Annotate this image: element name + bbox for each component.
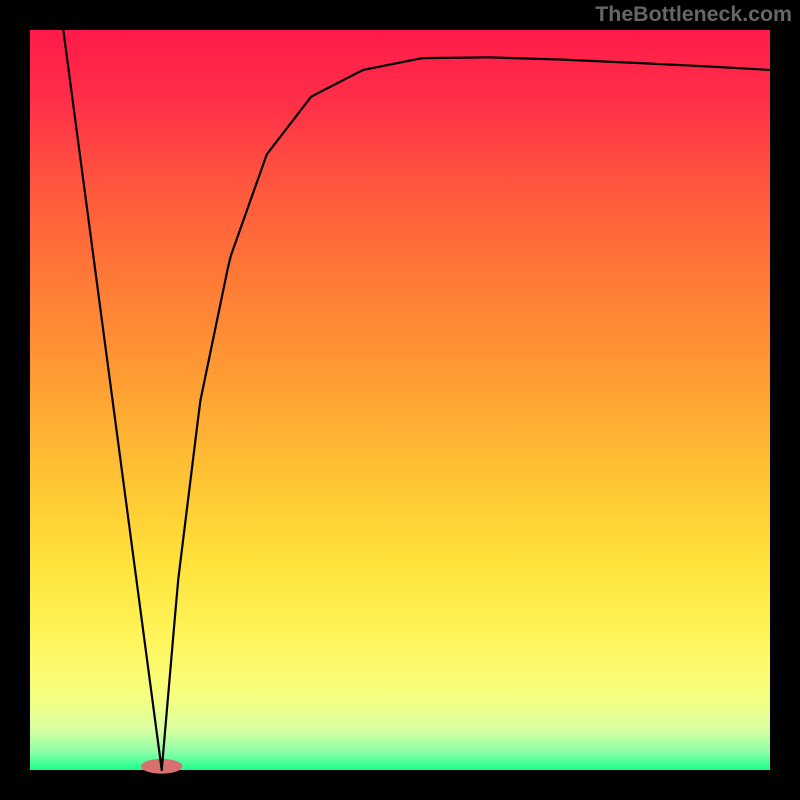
watermark-text: TheBottleneck.com — [595, 2, 792, 27]
plot-background — [30, 30, 770, 770]
chart-container: TheBottleneck.com — [0, 0, 800, 800]
bottleneck-chart — [0, 0, 800, 800]
